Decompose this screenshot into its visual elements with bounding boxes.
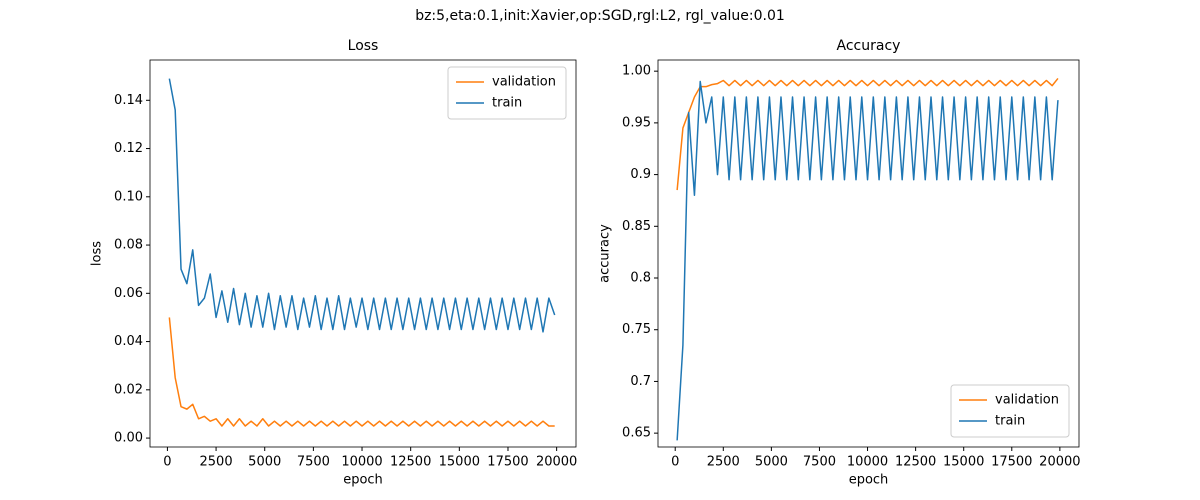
- legend: validation train: [950, 384, 1070, 438]
- axes-frame: [657, 59, 1080, 448]
- x-tick-label: 12500: [390, 455, 431, 470]
- y-tick-label: 0.14: [114, 93, 143, 108]
- y-tick-label: 0.65: [622, 426, 651, 441]
- x-tick-label: 10000: [847, 455, 888, 470]
- x-tick-label: 20000: [536, 455, 577, 470]
- x-tick-label: 7500: [297, 455, 330, 470]
- x-tick-label: 17500: [487, 455, 528, 470]
- legend: validation train: [447, 66, 567, 120]
- axes-title: Accuracy: [837, 38, 901, 54]
- y-tick-label: 0.02: [114, 382, 143, 397]
- y-axis-label: accuracy: [598, 224, 613, 283]
- line-series: [676, 77, 1059, 191]
- figure-title: bz:5,eta:0.1,init:Xavier,op:SGD,rgl:L2, …: [415, 8, 785, 24]
- line-series: [168, 78, 556, 333]
- legend-label: train: [492, 96, 522, 111]
- y-tick-label: 0.08: [114, 238, 143, 253]
- legend-label: train: [995, 414, 1025, 429]
- line-series: [168, 317, 555, 427]
- y-axis-label: loss: [90, 241, 105, 266]
- x-tick-label: 7500: [803, 455, 836, 470]
- x-tick-label: 0: [671, 455, 679, 470]
- axes-title: Loss: [348, 38, 379, 54]
- y-tick-label: 0.00: [114, 431, 143, 446]
- x-tick-label: 17500: [991, 455, 1032, 470]
- x-tick-label: 2500: [200, 455, 233, 470]
- x-tick-label: 2500: [707, 455, 740, 470]
- x-axis-label: epoch: [343, 473, 383, 488]
- y-tick-label: 0.7: [630, 374, 651, 389]
- x-axis-label: epoch: [849, 473, 889, 488]
- line-series: [676, 80, 1059, 441]
- legend-label: validation: [492, 75, 556, 90]
- legend-frame: [447, 66, 567, 120]
- x-tick-label: 10000: [341, 455, 382, 470]
- legend-label: validation: [995, 393, 1059, 408]
- y-tick-label: 0.06: [114, 286, 143, 301]
- y-tick-label: 0.95: [622, 115, 651, 130]
- y-tick-label: 0.12: [114, 141, 143, 156]
- x-tick-label: 5000: [755, 455, 788, 470]
- y-tick-label: 1.00: [622, 64, 651, 79]
- x-tick-label: 15000: [943, 455, 984, 470]
- y-tick-label: 0.9: [630, 167, 651, 182]
- x-tick-label: 20000: [1039, 455, 1080, 470]
- x-tick-label: 15000: [439, 455, 480, 470]
- y-tick-label: 0.10: [114, 189, 143, 204]
- legend-frame: [950, 384, 1070, 438]
- axes-frame: [149, 59, 577, 448]
- y-tick-label: 0.04: [114, 334, 143, 349]
- x-tick-label: 12500: [895, 455, 936, 470]
- y-tick-label: 0.75: [622, 322, 651, 337]
- x-tick-label: 0: [163, 455, 171, 470]
- y-tick-label: 0.8: [630, 271, 651, 286]
- x-tick-label: 5000: [248, 455, 281, 470]
- y-tick-label: 0.85: [622, 219, 651, 234]
